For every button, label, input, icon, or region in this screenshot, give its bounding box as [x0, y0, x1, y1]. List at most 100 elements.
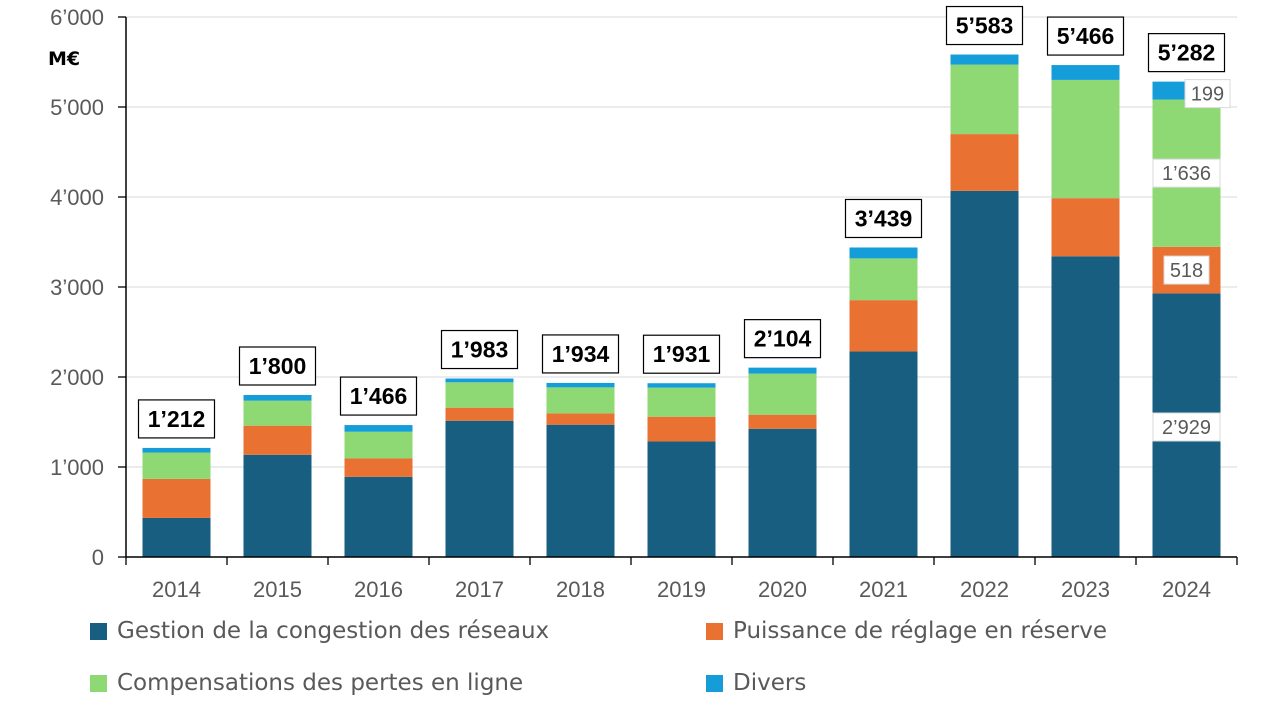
bar-segment: [142, 478, 211, 518]
x-tick-label: 2015: [253, 577, 302, 602]
y-tick-label: 4’000: [50, 185, 104, 210]
legend-label: Compensations des pertes en ligne: [117, 670, 524, 696]
legend-label: Puissance de réglage en réserve: [733, 618, 1107, 644]
bar-segment: [243, 395, 312, 401]
segment-label: 199: [1191, 84, 1224, 106]
segment-label: 1’636: [1162, 163, 1211, 185]
bar-segment: [647, 416, 716, 442]
x-tick-label: 2022: [960, 577, 1009, 602]
bar-segment: [647, 383, 716, 388]
bar-segment: [748, 414, 817, 429]
total-label: 2’104: [754, 326, 812, 352]
bar-segment: [1051, 65, 1120, 80]
bar-segment: [243, 454, 312, 557]
bar-segment: [546, 413, 615, 425]
bar-segment: [142, 447, 211, 453]
bar-segment: [1051, 256, 1120, 557]
y-tick-label: 2’000: [50, 365, 104, 390]
bar-segment: [445, 420, 514, 557]
bar-segment: [1051, 198, 1120, 257]
total-label: 1’212: [148, 406, 206, 432]
total-label: 1’983: [451, 337, 509, 363]
total-label-box: [642, 334, 721, 374]
bar-segment: [849, 351, 918, 557]
total-labels: 1’212 1’800 1’466 1’983 1’934 1’931 2’104 3’439…: [137, 5, 1226, 439]
x-tick-label: 2023: [1061, 577, 1110, 602]
total-label: 1’934: [552, 341, 610, 367]
bar-segment: [445, 407, 514, 421]
x-tick-label: 2020: [758, 577, 807, 602]
segment-label: 518: [1170, 260, 1203, 282]
x-tick-label: 2018: [556, 577, 605, 602]
segment-label-box: [1152, 412, 1221, 442]
legend-swatch: [706, 622, 723, 640]
bar-segment: [950, 54, 1019, 65]
legend-item-divers: Divers: [706, 670, 806, 696]
bar-segment: [142, 452, 211, 479]
legend-item-pertes: Compensations des pertes en ligne: [90, 670, 523, 696]
legend-swatch: [706, 674, 723, 692]
y-tick-label: 5’000: [50, 95, 104, 120]
total-label-box: [238, 346, 317, 386]
y-tick-label: 3’000: [50, 275, 104, 300]
bar-segment: [1051, 79, 1120, 199]
bar-segment: [849, 300, 918, 352]
x-tick-label: 2021: [859, 577, 908, 602]
total-label: 1’800: [249, 353, 307, 379]
bar-segment: [748, 428, 817, 557]
legend: Gestion de la congestion des réseaux Pui…: [0, 618, 1280, 718]
segment-label-box: [1184, 79, 1231, 109]
bar-segment: [445, 378, 514, 383]
segment-labels: 2’929 518 1’636 199: [1152, 79, 1231, 442]
legend-swatch: [90, 674, 107, 692]
legend-label: Gestion de la congestion des réseaux: [117, 618, 550, 644]
bar-segment: [748, 367, 817, 374]
bar-segment: [546, 387, 615, 414]
bar-segment: [344, 431, 413, 459]
x-tick-label: 2016: [354, 577, 403, 602]
bar-segment: [849, 247, 918, 259]
y-tick-labels: 0 1’000 2’000 3’000 4’000 5’000 6’000: [50, 5, 104, 570]
bar-segment: [344, 458, 413, 477]
legend-label: Divers: [733, 670, 807, 696]
axes: [118, 16, 1238, 565]
segment-label-box: [1152, 158, 1221, 188]
x-tick-label: 2014: [152, 577, 201, 602]
bar-segment: [243, 400, 312, 426]
bar-segment: [344, 476, 413, 557]
bar-segment: [445, 382, 514, 408]
total-label-box: [541, 334, 620, 374]
y-unit-label: M€: [48, 48, 80, 70]
total-label-box: [1046, 16, 1125, 56]
segment-label: 2’929: [1162, 417, 1211, 439]
total-label: 1’931: [653, 341, 711, 367]
total-label: 5’282: [1158, 40, 1216, 66]
total-label-box: [137, 399, 216, 439]
total-label-box: [844, 198, 923, 239]
bar-segment: [142, 517, 211, 557]
bar-segment: [647, 387, 716, 417]
bar-segment: [748, 373, 817, 415]
x-tick-label: 2019: [657, 577, 706, 602]
x-tick-label: 2017: [455, 577, 504, 602]
total-label: 1’466: [350, 383, 408, 409]
stacked-bar-chart: 0 1’000 2’000 3’000 4’000 5’000 6’000 2014 2015…: [48, 5, 1238, 602]
total-label-box: [945, 5, 1024, 46]
total-label: 5’466: [1057, 23, 1115, 49]
x-tick-labels: 2014 2015 2016 2017 2018 2019 2020 2021 2022 2023…: [152, 577, 1211, 602]
total-label: 3’439: [855, 205, 913, 231]
y-tick-label: 0: [92, 545, 104, 570]
segment-label-box: [1163, 255, 1210, 285]
bar-segment: [546, 424, 615, 557]
bar-segment: [950, 134, 1019, 191]
legend-swatch: [90, 622, 107, 640]
total-label: 5’583: [956, 13, 1014, 39]
bar-segment: [647, 441, 716, 557]
bar-segment: [243, 425, 312, 455]
legend-item-reserve: Puissance de réglage en réserve: [706, 618, 1107, 644]
bar-segment: [546, 382, 615, 388]
bar-segment: [950, 190, 1019, 557]
total-label-box: [339, 376, 418, 416]
total-label-box: [440, 329, 519, 370]
total-label-box: [1147, 33, 1226, 73]
